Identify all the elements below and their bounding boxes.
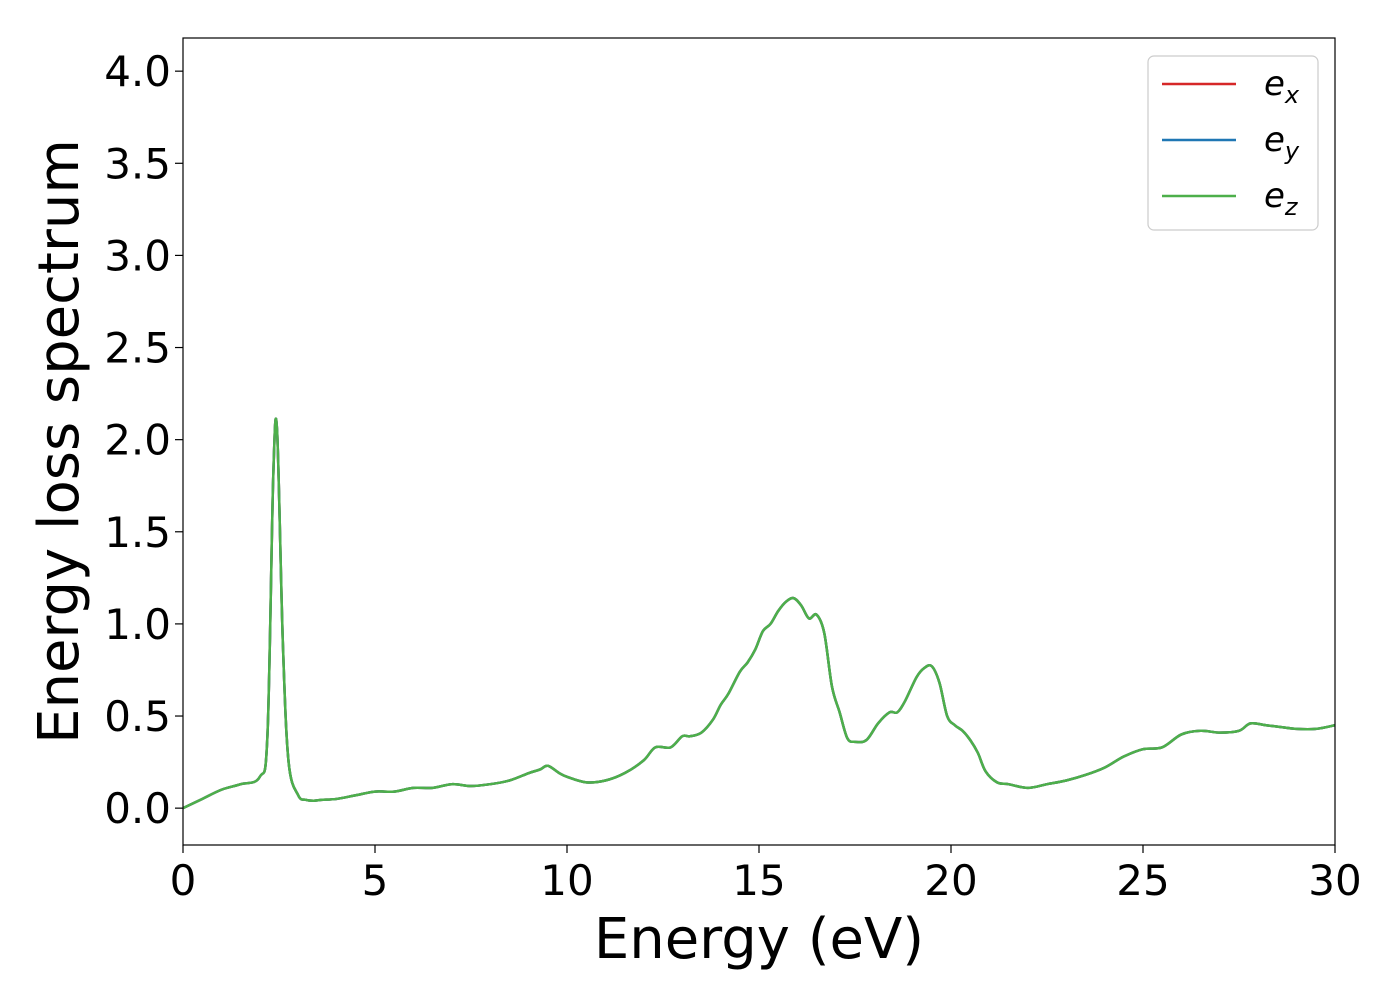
x-axis-label: Energy (eV) — [594, 907, 924, 972]
x-tick-label: 15 — [732, 856, 785, 905]
y-tick-label: 4.0 — [104, 47, 171, 96]
legend-label-subscript: z — [1284, 193, 1299, 221]
x-tick-label: 5 — [362, 856, 389, 905]
x-tick-label: 30 — [1308, 856, 1361, 905]
x-tick-label: 10 — [540, 856, 593, 905]
legend-label-base: e — [1264, 176, 1285, 216]
y-tick-label: 2.5 — [104, 324, 171, 373]
y-tick-label: 2.0 — [104, 416, 171, 465]
y-tick-label: 0.0 — [104, 784, 171, 833]
legend-box — [1147, 55, 1319, 231]
legend-label-subscript: x — [1284, 81, 1300, 109]
y-tick-label: 1.0 — [104, 600, 171, 649]
legend-label-ex: ex — [1264, 64, 1300, 109]
legend-label-base: e — [1264, 120, 1285, 160]
x-tick-label: 25 — [1116, 856, 1169, 905]
series-layer — [183, 417, 1335, 810]
x-tick-label: 0 — [170, 856, 197, 905]
x-axis: 0 5 10 15 20 25 30 — [170, 845, 1362, 905]
legend-label-ey: ey — [1264, 120, 1300, 165]
y-tick-label: 0.5 — [104, 692, 171, 741]
y-tick-label: 3.0 — [104, 231, 171, 280]
y-axis-label: Energy loss spectrum — [27, 139, 92, 744]
series-line-ez — [183, 417, 1335, 810]
legend-label-base: e — [1264, 64, 1285, 104]
y-tick-label: 1.5 — [104, 508, 171, 557]
y-axis: 0.0 0.5 1.0 1.5 2.0 2.5 3.0 3.5 4.0 — [104, 47, 183, 833]
legend-label-ez: ez — [1264, 176, 1299, 221]
legend-label-subscript: y — [1284, 137, 1300, 165]
x-tick-label: 20 — [924, 856, 977, 905]
y-tick-label: 3.5 — [104, 139, 171, 188]
